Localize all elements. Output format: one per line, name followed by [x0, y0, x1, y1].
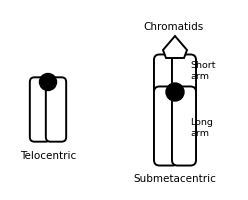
- Text: Chromatids: Chromatids: [143, 22, 203, 32]
- Polygon shape: [163, 36, 187, 58]
- FancyBboxPatch shape: [30, 77, 50, 142]
- FancyBboxPatch shape: [154, 54, 178, 98]
- Text: Submetacentric: Submetacentric: [134, 174, 217, 184]
- Circle shape: [166, 83, 184, 101]
- Text: Long
arm: Long arm: [190, 118, 213, 138]
- FancyBboxPatch shape: [154, 86, 178, 166]
- Text: Telocentric: Telocentric: [20, 151, 76, 161]
- FancyBboxPatch shape: [172, 54, 196, 98]
- FancyBboxPatch shape: [46, 77, 66, 142]
- Circle shape: [39, 73, 57, 90]
- FancyBboxPatch shape: [172, 86, 196, 166]
- Text: Short
arm: Short arm: [190, 61, 216, 81]
